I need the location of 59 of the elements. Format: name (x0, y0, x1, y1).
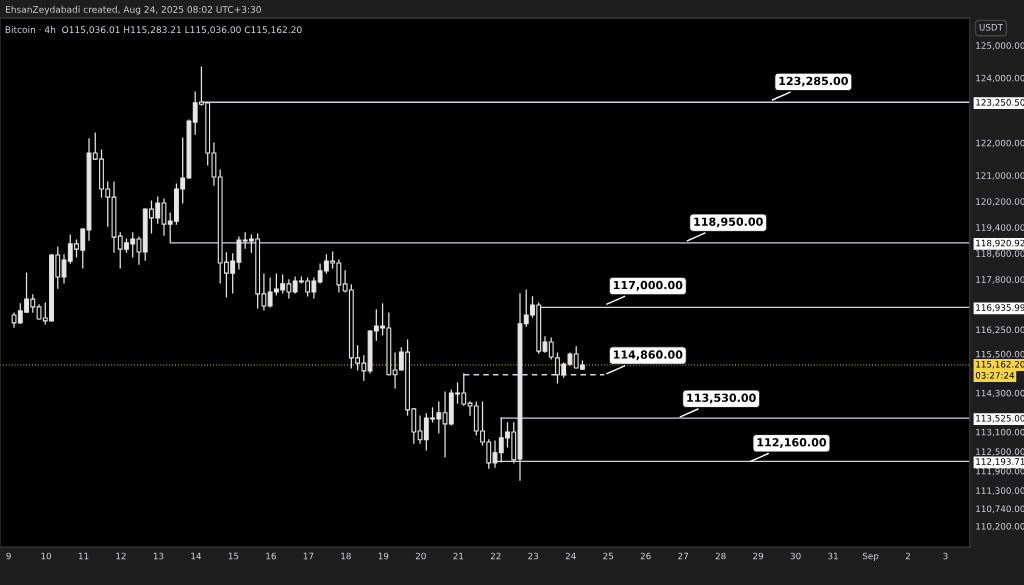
y-tick-label: 116,935.99 (976, 304, 1024, 312)
x-tick-label: 29 (753, 552, 764, 560)
x-tick-label: 24 (565, 552, 576, 560)
x-tick-label: 26 (640, 552, 651, 560)
x-tick-label: 25 (603, 552, 614, 560)
annotation: 118,950.00 (694, 217, 763, 228)
x-tick-label: 22 (490, 552, 501, 560)
y-tick-label: 111,900.00 (976, 467, 1024, 476)
y-tick-label: 121,000.00 (976, 172, 1024, 180)
y-tick-label: 113,525.00 (976, 415, 1024, 423)
x-tick-label: 9 (6, 552, 11, 560)
y-tick-label: 116,250.00 (976, 326, 1024, 334)
x-tick-label: 30 (790, 552, 801, 560)
y-tick-label: 118,920.92 (976, 239, 1024, 248)
y-tick-label: 120,200.00 (976, 198, 1024, 206)
y-tick-label: 125,000.00 (976, 42, 1024, 50)
y-tick-label: 110,200.00 (976, 523, 1024, 531)
x-tick-label: 10 (41, 552, 52, 560)
x-tick-label: 20 (415, 552, 426, 560)
y-tick-label: 123,250.50 (976, 99, 1024, 107)
y-tick-label: 113,100.00 (976, 428, 1024, 437)
x-tick-label: 13 (153, 552, 164, 560)
y-tick-label: 117,800.00 (976, 276, 1024, 284)
y-tick-label: 112,500.00 (976, 448, 1024, 456)
x-tick-label: 28 (715, 552, 726, 560)
y-tick-label: 115,500.00 (976, 350, 1024, 359)
x-tick-label: 2 (905, 552, 910, 560)
text: Bitcoin · 4h O115,036.01 H115,283.21 L115,036.00 C115,162.20 (5, 26, 302, 34)
x-tick-label: 3 (943, 552, 948, 560)
x-tick-label: 17 (303, 552, 314, 560)
ref-line-label: 115,162.20 (976, 360, 1024, 369)
annotation: 117,000.00 (613, 280, 683, 291)
x-tick-label: 19 (378, 552, 389, 560)
x-tick-label: 16 (266, 552, 276, 560)
y-tick-label: 118,600.00 (976, 250, 1024, 258)
y-tick-label: 110,740.00 (976, 505, 1024, 513)
x-tick-label: 23 (528, 552, 539, 560)
annotation: 114,860.00 (613, 350, 683, 361)
y-tick-label: 124,000.00 (976, 74, 1024, 83)
x-tick-label: 14 (191, 552, 202, 560)
y-tick-label: 112,193.71 (976, 458, 1024, 466)
y-tick-label: 114,300.00 (976, 389, 1024, 398)
x-tick-label: Sep (862, 552, 879, 561)
y-tick-label: 119,400.00 (976, 224, 1024, 232)
x-tick-label: 31 (828, 552, 838, 560)
chart-title: EhsanZeydabadi created, Aug 24, 2025 08:02 UTC+3:30 (6, 5, 261, 15)
x-tick-label: 27 (678, 552, 688, 560)
x-tick-label: 18 (341, 552, 351, 560)
x-tick-label: 11 (78, 552, 89, 560)
text: 03:27:24 (975, 372, 1015, 379)
annotation: 123,285.00 (779, 76, 848, 87)
annotation: 113,530.00 (687, 393, 756, 404)
x-tick-label: 12 (116, 552, 126, 560)
annotation: 112,160.00 (757, 438, 827, 448)
y-axis-title: USDT (979, 24, 1004, 31)
x-tick-label: 15 (228, 552, 239, 560)
x-tick-label: 21 (453, 552, 464, 560)
y-tick-label: 122,000.00 (976, 139, 1024, 148)
y-tick-label: 111,300.00 (976, 487, 1024, 495)
